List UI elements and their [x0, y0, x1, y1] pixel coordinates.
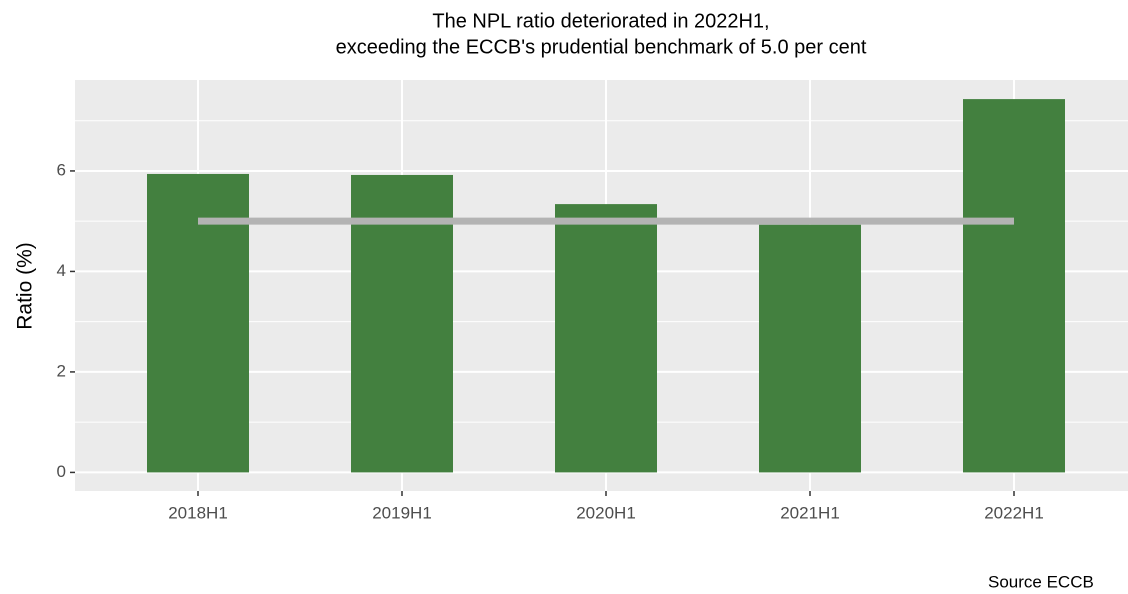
x-tick-label: 2019H1	[372, 503, 432, 522]
x-tick-label: 2018H1	[168, 503, 228, 522]
chart-title: exceeding the ECCB's prudential benchmar…	[336, 36, 867, 58]
x-tick-label: 2021H1	[780, 503, 840, 522]
caption: Source ECCB	[988, 572, 1094, 591]
y-axis-title: Ratio (%)	[14, 242, 37, 330]
x-tick-label: 2020H1	[576, 503, 636, 522]
x-tick-label: 2022H1	[984, 503, 1044, 522]
y-tick-label: 0	[57, 462, 66, 481]
y-tick-label: 2	[57, 361, 66, 380]
bar	[759, 224, 861, 473]
bar	[555, 204, 657, 473]
y-tick-label: 6	[57, 160, 66, 179]
chart-title: The NPL ratio deteriorated in 2022H1,	[432, 10, 769, 32]
y-tick-label: 4	[57, 261, 66, 280]
bar	[963, 99, 1065, 473]
